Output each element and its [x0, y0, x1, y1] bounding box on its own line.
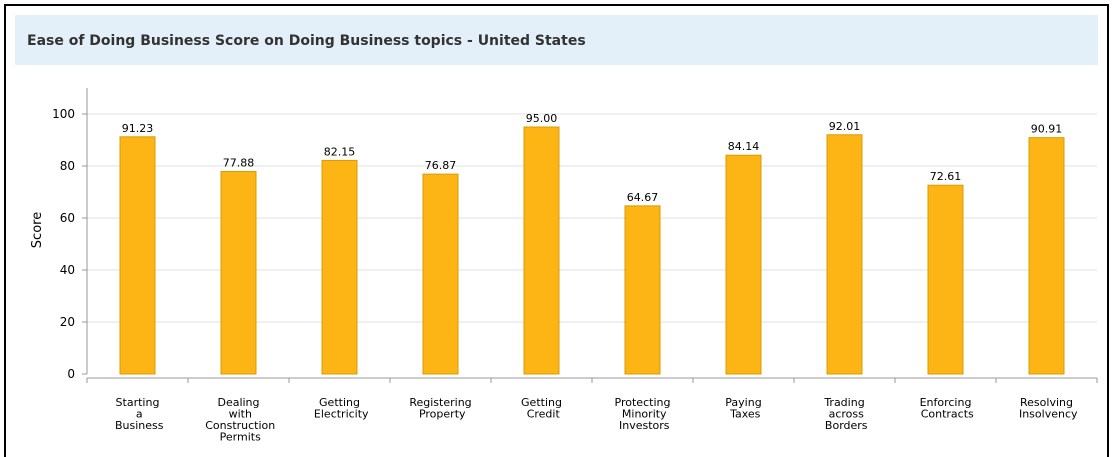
bar: [624, 205, 661, 375]
x-tick-label: Paying Taxes: [725, 396, 761, 421]
x-tick-label: Resolving Insolvency: [1015, 396, 1078, 421]
chart-title: Ease of Doing Business Score on Doing Bu…: [27, 33, 586, 49]
x-tick-label: Trading across Borders: [821, 396, 867, 432]
x-tick-label: Enforcing Contracts: [917, 396, 974, 421]
value-label: 90.91: [1031, 123, 1063, 136]
bar: [826, 134, 863, 375]
value-label: 92.01: [829, 120, 861, 133]
x-tick-label: Starting a Business: [111, 396, 163, 432]
x-tick-label: Registering Property: [409, 396, 471, 421]
y-axis-label: Score: [30, 212, 45, 248]
value-label: 95.00: [526, 112, 558, 125]
y-tick-label: 80: [60, 159, 75, 173]
bar: [725, 154, 762, 375]
value-label: 82.15: [324, 145, 356, 158]
y-tick-label: 0: [67, 367, 75, 381]
x-tick-label: Getting Electricity: [310, 396, 369, 421]
bar: [1028, 137, 1065, 375]
y-tick-label: 40: [60, 263, 75, 277]
bar: [119, 136, 156, 375]
bar: [927, 184, 964, 375]
y-tick-label: 60: [60, 211, 75, 225]
value-label: 76.87: [425, 159, 457, 172]
value-label: 72.61: [930, 170, 962, 183]
header-band: [15, 15, 1098, 65]
value-label: 64.67: [627, 191, 659, 204]
bar: [523, 126, 560, 375]
bar: [321, 159, 358, 375]
bar: [422, 173, 459, 375]
value-label: 84.14: [728, 140, 760, 153]
x-tick-label: Protecting Minority Investors: [615, 396, 671, 432]
y-tick-label: 100: [52, 107, 75, 121]
bar: [220, 171, 257, 375]
frame: [4, 4, 1109, 457]
x-tick-label: Dealing with Construction Permits: [202, 396, 276, 444]
value-label: 77.88: [223, 157, 255, 170]
y-tick-label: 20: [60, 315, 75, 329]
value-label: 91.23: [122, 122, 154, 135]
x-tick-label: Getting Credit: [521, 396, 562, 421]
